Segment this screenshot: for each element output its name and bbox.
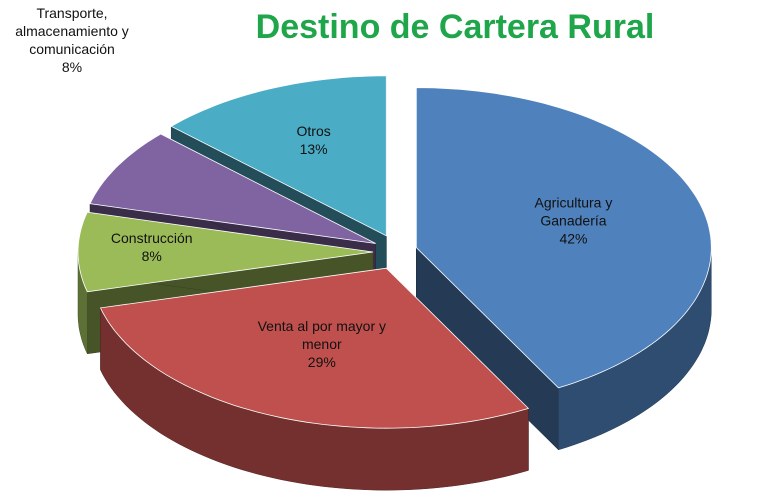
- slice-label: Agricultura y Ganadería: [535, 195, 613, 229]
- slice-top: [415, 87, 712, 389]
- slice-label: Transporte, almacenamiento y comunicación: [15, 5, 129, 57]
- value-label: 29%: [308, 354, 336, 370]
- slice-top: [170, 75, 387, 237]
- chart-title: Destino de Cartera Rural: [256, 8, 655, 46]
- slice: [99, 267, 530, 491]
- value-label: 8%: [142, 248, 162, 264]
- slice-top: [99, 267, 530, 429]
- value-label: 8%: [62, 59, 82, 75]
- slice: [415, 87, 712, 451]
- slice-label: Construcción: [111, 230, 193, 246]
- slice-top: [77, 211, 374, 293]
- slice-top: [89, 133, 376, 244]
- slice-label: Venta al por mayor y menor: [258, 318, 386, 352]
- slice-label: Otros: [297, 123, 331, 139]
- value-label: 13%: [300, 141, 328, 157]
- value-label: 42%: [559, 231, 587, 247]
